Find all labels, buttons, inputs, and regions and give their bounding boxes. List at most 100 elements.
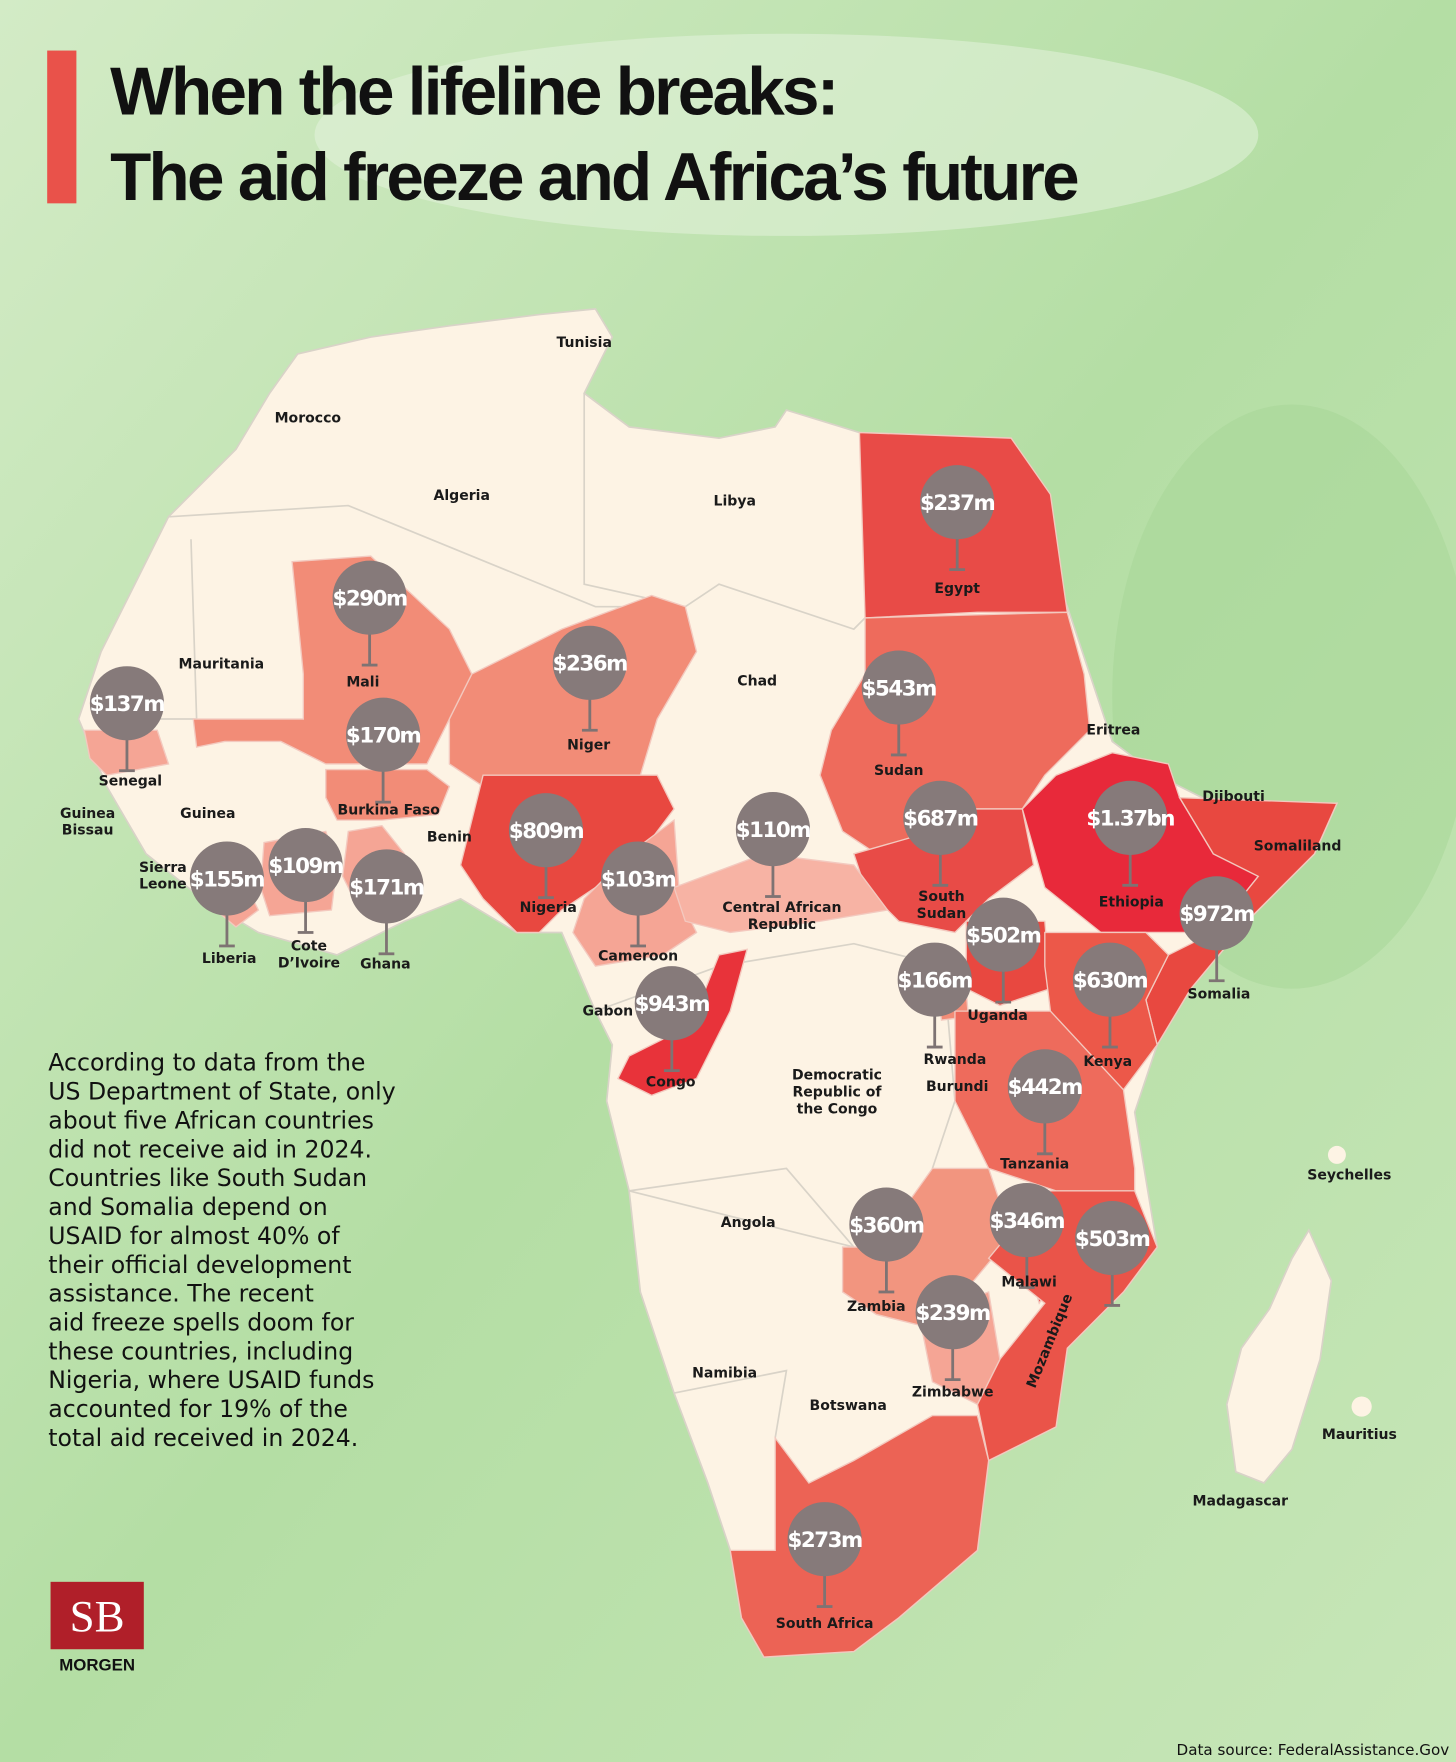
aid-label: $543m [862, 676, 937, 701]
body-text: aid freeze spells doom for [48, 1309, 354, 1337]
country-name: Liberia [202, 951, 257, 967]
country-name: Chad [737, 673, 777, 689]
pin [1075, 1200, 1150, 1276]
country-name: Namibia [692, 1365, 757, 1381]
country-name: Zambia [847, 1299, 906, 1315]
country-name: Angola [721, 1215, 776, 1231]
country-name: Ethiopia [1099, 895, 1164, 911]
body-text: assistance. The recent [48, 1280, 314, 1308]
country-name: Burkina Faso [338, 803, 441, 819]
pin [903, 780, 978, 855]
country-name: Burundi [926, 1079, 988, 1095]
aid-label: $170m [346, 724, 421, 749]
country-name: Bissau [62, 823, 114, 839]
border [673, 1369, 788, 1439]
canvas: When the lifeline breaks: The aid freeze… [47, 33, 1456, 1759]
border [595, 942, 956, 1169]
pin [1072, 942, 1148, 1017]
aid-label: $109m [268, 854, 343, 879]
pin [349, 849, 424, 924]
logo-mark: SB [70, 1591, 125, 1641]
country-name: Seychelles [1307, 1168, 1391, 1184]
country-name: Djibouti [1202, 789, 1264, 805]
country-name: Leone [139, 877, 187, 893]
aid-label: $236m [553, 652, 628, 677]
body-text: these countries, including [48, 1337, 353, 1365]
pin [601, 841, 676, 916]
body-text: US Department of State, only [48, 1078, 395, 1106]
pin [989, 1183, 1064, 1258]
pin [189, 841, 265, 916]
aid-label: $442m [1008, 1075, 1083, 1100]
pin [1179, 876, 1254, 951]
country-name: Mali [346, 674, 379, 690]
pins: $237m Egypt $290m Mali $236m Niger $137m Senega… [89, 465, 1256, 1632]
pin [897, 942, 972, 1017]
pin [787, 1502, 862, 1577]
aid-label: $237m [920, 491, 995, 516]
aid-label: $110m [736, 818, 811, 843]
country-name: Madagascar [1193, 1493, 1289, 1509]
country-name: Rwanda [924, 1052, 987, 1068]
country-name: Guinea [180, 806, 235, 822]
country-labels: Tunisia Morocco Algeria Libya Mauritania Chad… [60, 335, 1397, 1509]
body-text: their official development [48, 1251, 351, 1279]
pin [966, 897, 1041, 972]
country-name: Malawi [1001, 1274, 1056, 1290]
country-name: Central African [722, 900, 841, 916]
border [684, 583, 866, 631]
country-name: South Africa [776, 1616, 874, 1632]
country-name: South [918, 889, 964, 905]
body-text: and Somalia depend on [48, 1193, 327, 1221]
country-name: the Congo [797, 1101, 878, 1117]
country-name: Algeria [434, 488, 490, 504]
pin [508, 793, 584, 868]
country-shape [325, 768, 451, 821]
country-name: Congo [646, 1074, 696, 1090]
body-text: about five African countries [48, 1106, 374, 1134]
aid-label: $1.37bn [1086, 807, 1174, 832]
pin [1093, 780, 1168, 855]
aid-label: $687m [903, 807, 978, 832]
madagascar [1225, 1228, 1333, 1484]
aid-label: $273m [787, 1528, 862, 1553]
country-name: Zimbabwe [912, 1384, 994, 1400]
body-text: Nigeria, where USAID funds [48, 1366, 374, 1394]
data-source: Data source: FederalAssistance.Gov [1177, 1741, 1450, 1759]
pin [89, 666, 165, 741]
aid-label: $360m [849, 1213, 924, 1238]
country-name: Uganda [967, 1008, 1027, 1024]
country-name: Somaliland [1254, 838, 1342, 854]
logo-box [50, 1581, 144, 1650]
country-name: Mauritania [179, 656, 265, 672]
country-name: Benin [427, 829, 472, 845]
pin [849, 1187, 924, 1262]
title: The aid freeze and Africa’s future [110, 140, 1078, 215]
country-name: Republic [748, 917, 816, 933]
aid-label: $630m [1073, 969, 1148, 994]
country-name: Democratic [792, 1068, 882, 1084]
title: When the lifeline breaks: [110, 55, 836, 130]
body-text: According to data from the [48, 1049, 365, 1077]
body-text: did not receive aid in 2024. [48, 1135, 372, 1163]
country-name: Sierra [139, 860, 187, 876]
border [628, 1190, 855, 1248]
country-name: Mauritius [1322, 1427, 1397, 1443]
country-name: Morocco [275, 410, 342, 426]
country-name: Somalia [1187, 987, 1250, 1003]
country-name: Cameroon [598, 949, 678, 965]
pin [1007, 1049, 1082, 1124]
country-name: Niger [567, 737, 610, 753]
country-name: D’Ivoire [278, 955, 340, 971]
country-name: Egypt [934, 581, 980, 597]
body-text: accounted for 19% of the [48, 1395, 348, 1423]
country-name: Republic of [792, 1084, 882, 1100]
country-name: Tanzania [1000, 1156, 1069, 1172]
aid-label: $103m [601, 867, 676, 892]
aid-label: $972m [1180, 902, 1255, 927]
aid-label: $166m [898, 969, 973, 994]
pin [735, 792, 811, 867]
